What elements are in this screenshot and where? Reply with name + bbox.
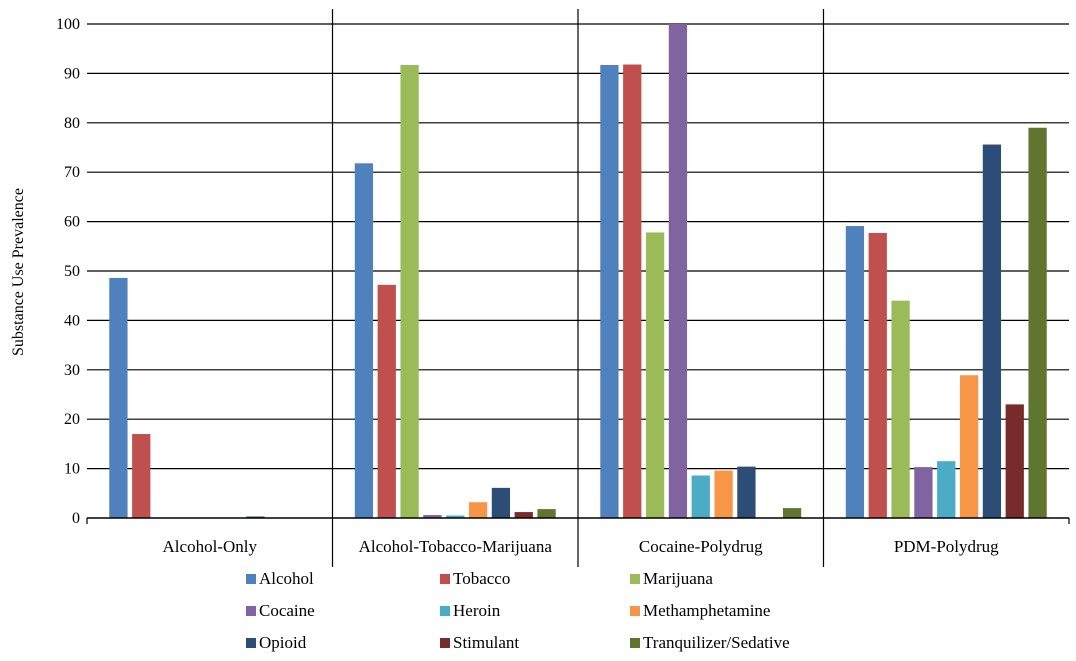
legend-item-methamphetamine: Methamphetamine [630,601,770,620]
category-label: Cocaine-Polydrug [639,537,763,556]
y-tick-label: 70 [64,164,80,181]
legend-swatch [630,638,640,648]
bar-tranquilizer-sedative-4 [1028,127,1047,519]
bar-cocaine-3 [668,24,688,518]
bar-stimulant-2 [514,512,533,518]
legend-label: Alcohol [259,569,314,588]
bars [109,24,1047,519]
bar-alcohol-4 [845,226,865,518]
bar-alcohol-2 [354,163,374,519]
legend-item-marijuana: Marijuana [630,569,713,588]
bar-tobacco-4 [868,232,887,518]
legend-swatch [440,606,450,616]
bar-opioid-3 [737,466,756,518]
legend-label: Tranquilizer/Sedative [643,633,790,652]
bar-opioid-2 [491,487,511,518]
bar-heroin-2 [446,515,465,518]
bar-alcohol-1 [109,277,128,518]
y-tick-label: 10 [64,461,80,478]
bar-heroin-3 [691,475,710,518]
legend-item-tranquilizer-sedative: Tranquilizer/Sedative [630,633,790,652]
category-label: Alcohol-Tobacco-Marijuana [359,537,553,556]
y-tick-label: 50 [64,263,80,280]
legend-swatch [246,638,256,648]
y-tick-label: 0 [72,510,80,527]
y-tick-label: 40 [64,312,80,329]
legend-item-heroin: Heroin [440,601,501,620]
legend-label: Heroin [453,601,501,620]
bar-alcohol-3 [600,65,619,518]
category-labels: Alcohol-Only Alcohol-Tobacco-Marijuana Coc… [163,537,1000,556]
y-tick-label: 60 [64,214,80,231]
bar-opioid-4 [982,144,1002,518]
legend-label: Methamphetamine [643,601,770,620]
legend-label: Tobacco [453,569,510,588]
bar-methamphetamine-2 [468,502,488,518]
category-label: Alcohol-Only [163,537,258,556]
bar-methamphetamine-4 [959,375,979,518]
bar-cocaine-4 [914,467,933,518]
legend-swatch [246,606,256,616]
legend-item-opioid: Opioid [246,633,307,652]
legend-label: Opioid [259,633,307,652]
legend-swatch [630,606,640,616]
category-label: PDM-Polydrug [894,537,999,556]
legend-item-cocaine: Cocaine [246,601,315,620]
y-axis-title: Substance Use Prevalence [10,188,27,356]
bar-heroin-4 [937,461,956,518]
bar-opioid-1 [246,516,265,518]
y-tick-label: 80 [64,115,80,132]
legend-swatch [246,574,256,584]
bar-tobacco-3 [623,64,642,519]
legend-item-tobacco: Tobacco [440,569,510,588]
bar-tobacco-2 [377,284,396,518]
legend-item-alcohol: Alcohol [246,569,314,588]
legend-label: Stimulant [453,633,519,652]
bar-marijuana-2 [400,65,419,518]
y-tick-label: 20 [64,411,80,428]
bar-marijuana-3 [645,232,665,518]
y-axis-ticks: 0 10 20 30 40 50 60 70 80 90 100 [56,16,80,527]
legend-swatch [440,574,450,584]
bar-cocaine-2 [423,515,442,518]
bar-tranquilizer-sedative-3 [782,508,802,518]
axes [86,9,1070,567]
legend: Alcohol Tobacco Marijuana Cocaine Heroin Meth… [246,569,790,652]
legend-swatch [630,574,640,584]
bar-marijuana-4 [891,300,910,518]
bar-methamphetamine-3 [714,470,733,518]
legend-label: Cocaine [259,601,315,620]
legend-label: Marijuana [643,569,713,588]
bar-tobacco-1 [132,434,151,518]
y-tick-label: 100 [56,16,80,33]
legend-item-stimulant: Stimulant [440,633,519,652]
legend-swatch [440,638,450,648]
y-tick-label: 90 [64,65,80,82]
y-tick-label: 30 [64,362,80,379]
bar-stimulant-4 [1005,404,1024,518]
bar-tranquilizer-sedative-2 [537,509,556,518]
